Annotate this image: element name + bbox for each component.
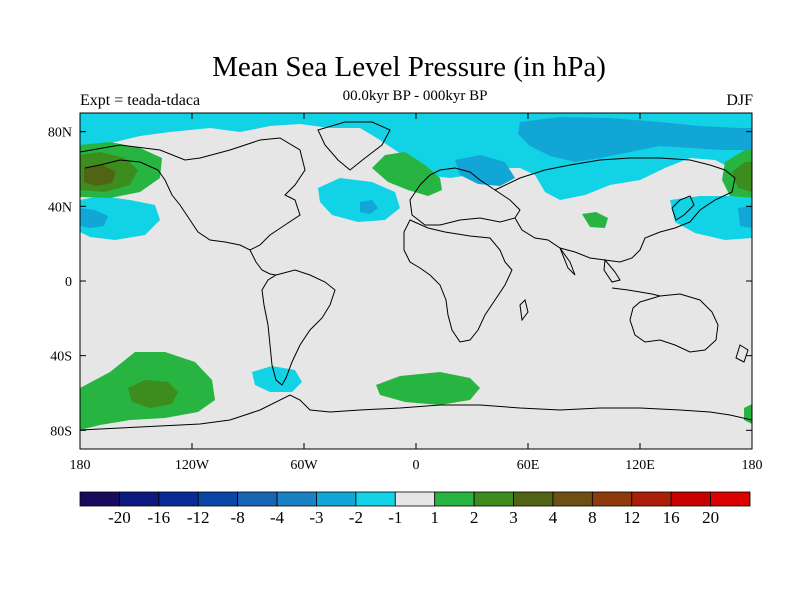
lon-tick-label: 120W <box>175 458 210 473</box>
colorbar-label: -2 <box>349 508 363 527</box>
colorbar-label: -1 <box>388 508 402 527</box>
colorbar-swatch <box>670 491 711 507</box>
colorbar-label: 1 <box>430 508 439 527</box>
lat-tick-label: 40S <box>50 350 72 365</box>
colorbar-swatch <box>513 491 554 507</box>
colorbar-label: 20 <box>702 508 719 527</box>
lon-tick-label: 0 <box>413 458 420 473</box>
positive-anomaly-south-indian <box>376 372 480 405</box>
colorbar-label: -8 <box>231 508 245 527</box>
negative-anomaly-drake <box>252 366 302 392</box>
colorbar-swatch <box>631 491 672 507</box>
negative-anomaly-pacific-east-2 <box>738 206 752 228</box>
colorbar-swatch <box>316 491 357 507</box>
colorbar-swatch <box>710 491 751 507</box>
colorbar-label: 2 <box>470 508 479 527</box>
colorbar-label: 3 <box>509 508 518 527</box>
colorbar-label: -16 <box>147 508 170 527</box>
chart-title: Mean Sea Level Pressure (in hPa) <box>212 51 606 83</box>
lon-tick-label: 60W <box>290 458 318 473</box>
colorbar-swatch <box>591 491 633 507</box>
colorbar-label: 4 <box>549 508 558 527</box>
colorbar-label: 8 <box>588 508 597 527</box>
lon-tick-label: 180 <box>742 458 763 473</box>
negative-anomaly-atlantic-2 <box>360 200 378 214</box>
colorbar-swatch <box>394 491 436 507</box>
positive-anomaly-kamchatka-2 <box>732 162 752 192</box>
positive-anomaly-greenland-sea <box>372 152 442 196</box>
lon-tick-label: 180 <box>70 458 91 473</box>
negative-anomaly-pacific-west-2 <box>80 208 108 228</box>
period-label: 00.0kyr BP - 000kyr BP <box>342 88 488 104</box>
coastlines <box>80 121 752 431</box>
colorbar-swatch <box>355 491 396 507</box>
colorbar-swatch <box>158 491 199 507</box>
negative-anomaly-siberia-2 <box>455 155 515 186</box>
positive-anomaly-alaska-3 <box>84 165 116 186</box>
colorbar-swatch <box>552 491 593 507</box>
experiment-label: Expt = teada-tdaca <box>80 92 201 109</box>
negative-anomaly-north-pacific-east <box>670 196 752 240</box>
colorbar-label: -3 <box>309 508 323 527</box>
colorbar-label: 12 <box>623 508 640 527</box>
axis-ticks: 80N 40N 0 40S 80S 180 120W 60W 0 60E 120E 180 <box>48 113 763 473</box>
negative-anomaly-north-atlantic <box>318 178 400 222</box>
lon-tick-label: 120E <box>625 458 655 473</box>
positive-anomaly-south-pacific-2 <box>128 380 178 408</box>
lat-tick-label: 0 <box>65 275 72 290</box>
lat-tick-label: 40N <box>48 200 72 215</box>
positive-anomaly-central-asia <box>582 212 608 228</box>
colorbar: -20 -16 -12 -8 -4 -3 -2 -1 1 2 3 4 8 12 16 20 <box>79 491 751 527</box>
colorbar-swatch <box>119 491 160 507</box>
colorbar-swatch <box>197 491 239 507</box>
lat-tick-label: 80N <box>48 126 72 141</box>
season-label: DJF <box>726 92 753 109</box>
lat-tick-label: 80S <box>50 424 72 439</box>
anomaly-regions <box>80 113 752 430</box>
colorbar-label: -20 <box>108 508 131 527</box>
colorbar-swatch <box>237 491 278 507</box>
colorbar-swatch <box>276 491 317 507</box>
lon-tick-label: 60E <box>517 458 540 473</box>
colorbar-label: 16 <box>663 508 680 527</box>
colorbar-swatch <box>473 491 514 507</box>
colorbar-label: -4 <box>270 508 285 527</box>
negative-anomaly-north-pacific-west <box>80 196 160 240</box>
colorbar-swatch <box>79 491 120 507</box>
colorbar-label: -12 <box>187 508 210 527</box>
negative-anomaly-eurasia-2 <box>518 117 752 162</box>
colorbar-swatch <box>434 491 475 507</box>
